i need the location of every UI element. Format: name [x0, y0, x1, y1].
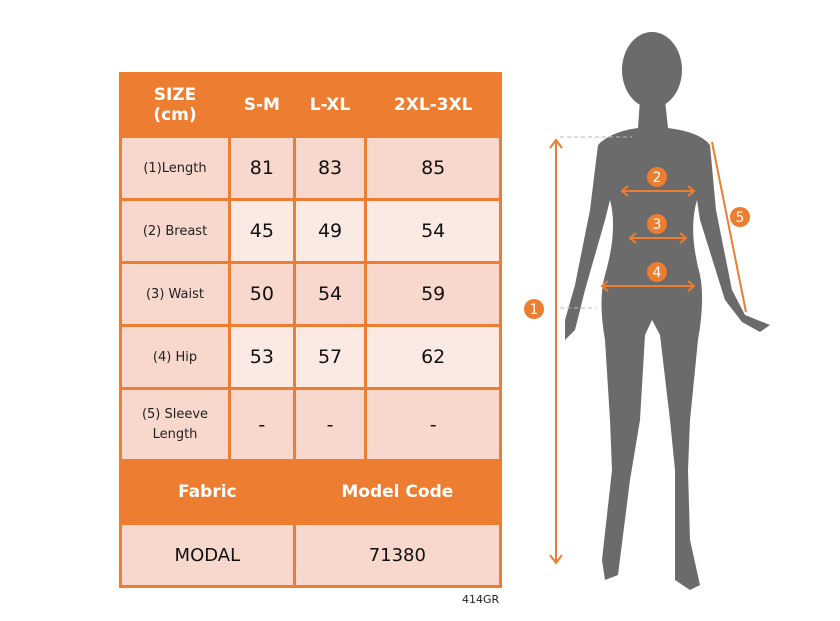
cell: 54	[292, 261, 368, 327]
fabric-header-row: Fabric Model Code	[119, 459, 503, 525]
cell: -	[364, 387, 502, 462]
measurement-arrows	[549, 138, 747, 565]
size-cm-header: SIZE (cm)	[119, 72, 231, 138]
marker-5: 5	[736, 210, 745, 226]
table-row: (2) Breast 45 49 54	[119, 198, 502, 264]
row-label: (5) Sleeve Length	[119, 387, 231, 462]
size-s-m-header: S-M	[228, 72, 296, 138]
model-code-header: Model Code	[292, 459, 503, 525]
table-row: (1)Length 81 83 85	[119, 135, 502, 201]
cell: -	[292, 387, 368, 462]
female-silhouette	[565, 32, 770, 590]
cell: 45	[228, 198, 296, 264]
model-code-value: 71380	[292, 522, 503, 588]
reference-lines	[560, 136, 632, 309]
row-label: (3) Waist	[119, 261, 231, 327]
cell: 53	[228, 324, 296, 390]
cell: 85	[364, 135, 502, 201]
cell: 57	[292, 324, 368, 390]
fabric-row: MODAL 71380	[119, 522, 503, 588]
fabric-header: Fabric	[119, 459, 296, 525]
row-label: (2) Breast	[119, 198, 231, 264]
cell: 81	[228, 135, 296, 201]
cell: 62	[364, 324, 502, 390]
marker-2: 2	[653, 170, 662, 186]
marker-3: 3	[653, 217, 662, 233]
fabric-value: MODAL	[119, 522, 296, 588]
cell: 50	[228, 261, 296, 327]
size-header-row: SIZE (cm) S-M L-XL 2XL-3XL	[119, 72, 502, 138]
table-row: (4) Hip 53 57 62	[119, 324, 502, 390]
cell: 49	[292, 198, 368, 264]
size-chart-table: SIZE (cm) S-M L-XL 2XL-3XL (1)Length 81 …	[119, 72, 503, 588]
row-label: (1)Length	[119, 135, 231, 201]
product-code: 414GR	[462, 593, 500, 606]
row-label: (4) Hip	[119, 324, 231, 390]
measurement-markers: 1 2 3 4 5	[524, 167, 750, 319]
cell: 83	[292, 135, 368, 201]
table-row: (5) Sleeve Length - - -	[119, 387, 502, 462]
size-2xl-3xl-header: 2XL-3XL	[364, 72, 502, 138]
marker-1: 1	[530, 302, 539, 318]
size-l-xl-header: L-XL	[292, 72, 368, 138]
cell: 54	[364, 198, 502, 264]
cell: -	[228, 387, 296, 462]
marker-4: 4	[653, 265, 662, 281]
cell: 59	[364, 261, 502, 327]
table-row: (3) Waist 50 54 59	[119, 261, 502, 327]
